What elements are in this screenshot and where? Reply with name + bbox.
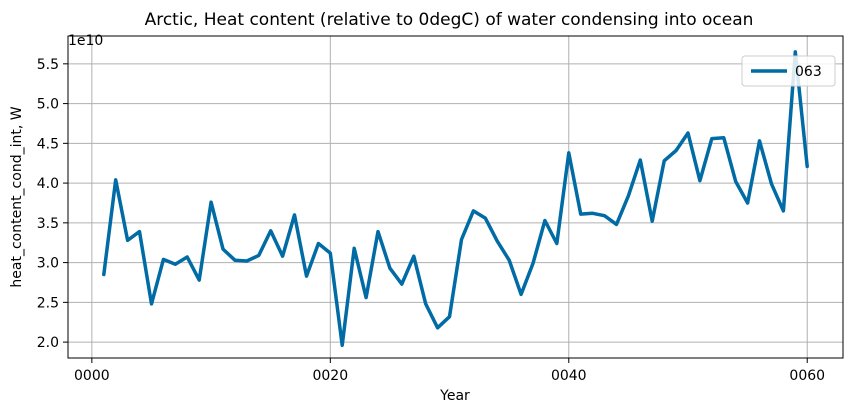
x-tick-label: 0060 xyxy=(789,368,825,384)
y-tick-label: 5.5 xyxy=(37,57,59,73)
y-tick-label: 3.0 xyxy=(37,256,59,272)
y-tick-label: 2.5 xyxy=(37,295,59,311)
legend-box xyxy=(741,55,836,87)
plot-area-frame xyxy=(67,35,844,359)
x-tick-label: 0000 xyxy=(74,368,110,384)
x-axis-label: Year xyxy=(439,388,470,404)
y-tick-label: 4.0 xyxy=(37,176,59,192)
series-line xyxy=(102,50,809,348)
series-layer xyxy=(102,50,809,348)
y-tick-label: 5.0 xyxy=(37,97,59,113)
y-tick-label: 2.0 xyxy=(37,335,59,351)
axis-ticks: 0000 0020 0040 0060 2.0 2.5 3.0 3.5 4.0 4.5 5.0 5.5 xyxy=(37,57,825,384)
y-axis-label: heat_content_cond_int, W xyxy=(9,106,25,287)
y-tick-label: 4.5 xyxy=(37,136,59,152)
chart-title: Arctic, Heat content (relative to 0degC)… xyxy=(145,10,754,30)
grid-lines xyxy=(68,36,843,358)
x-tick-label: 0020 xyxy=(312,368,348,384)
x-tick-label: 0040 xyxy=(551,368,587,384)
legend: 063 xyxy=(741,55,836,87)
y-tick-label: 3.5 xyxy=(37,216,59,232)
legend-label: 063 xyxy=(795,64,822,80)
y-offset-label: 1e10 xyxy=(68,33,103,49)
